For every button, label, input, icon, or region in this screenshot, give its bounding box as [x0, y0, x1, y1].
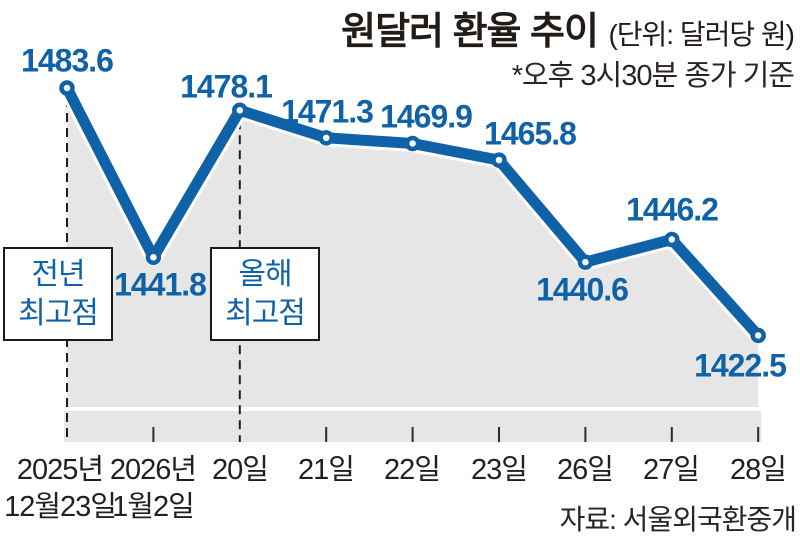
data-point-marker	[664, 231, 680, 248]
data-point-marker	[404, 135, 421, 152]
x-axis-label: 22일	[384, 454, 441, 486]
data-value-label: 1440.6	[536, 271, 629, 308]
data-value-label: 1446.2	[626, 191, 719, 228]
annotation-line: 최고점	[18, 297, 99, 330]
page-title: 원달러 환율 추이	[341, 11, 599, 53]
x-axis-label: 28일	[730, 454, 787, 486]
x-axis-label: 21일	[298, 454, 355, 486]
data-point-marker	[145, 249, 162, 266]
annotation-line: 올해	[238, 258, 292, 291]
data-value-label: 1465.8	[484, 115, 577, 152]
data-point-marker	[491, 152, 507, 168]
annotation-box-prev-year-high: 전년 최고점	[3, 247, 113, 341]
x-axis-label: 26일	[557, 454, 614, 486]
data-value-label: 1441.8	[114, 266, 207, 303]
header-title-row: 원달러 환율 추이 (단위: 달러당 원)	[341, 0, 795, 55]
x-axis-label: 27일	[643, 454, 700, 486]
basis-note: *오후 3시30분 종가 기준	[511, 60, 795, 92]
data-value-label: 1483.6	[21, 42, 114, 79]
data-point-marker	[59, 80, 75, 96]
source-credit: 자료: 서울외국환중개	[559, 504, 797, 535]
x-axis-label: 23일	[471, 454, 528, 486]
data-value-label: 1471.3	[281, 93, 374, 130]
data-point-marker	[577, 254, 594, 270]
data-point-marker	[318, 130, 334, 146]
annotation-line: 전년	[31, 258, 85, 291]
annotation-line: 최고점	[225, 297, 306, 330]
data-point-marker	[232, 102, 248, 119]
data-value-label: 1478.1	[180, 68, 273, 105]
data-value-label: 1422.5	[694, 347, 787, 384]
annotation-box-this-year-high: 올해 최고점	[210, 247, 320, 341]
unit-label: (단위: 달러당 원)	[608, 19, 795, 50]
data-value-label: 1469.9	[380, 98, 473, 135]
x-axis-label: 2026년 1월2일	[109, 454, 197, 523]
data-point-marker	[750, 327, 766, 344]
x-axis-label: 20일	[212, 454, 269, 486]
x-axis-label: 2025년 12월23일	[4, 454, 117, 523]
